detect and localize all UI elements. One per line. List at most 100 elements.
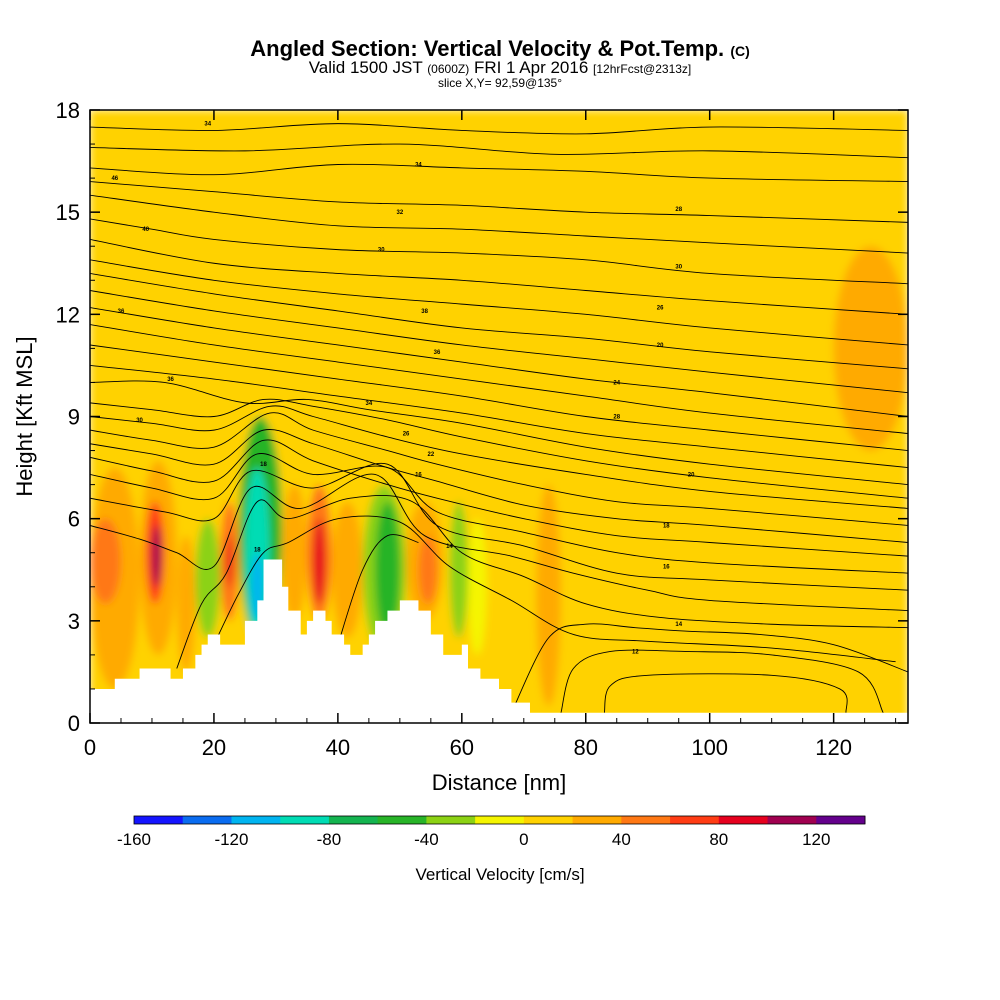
isentrope-line xyxy=(90,181,908,223)
isentrope-label: 26 xyxy=(657,306,664,312)
isentrope-label: 34 xyxy=(204,122,211,128)
potential-temperature-contours: 34 34 46 32 40 28 30 36 30 38 26 36 20 36 24 34 30 28 26 22… xyxy=(90,122,908,714)
colorbar-swatch xyxy=(280,816,330,824)
terrain xyxy=(90,559,908,723)
isentrope-line xyxy=(176,495,908,669)
isentrope-line xyxy=(90,462,908,591)
colorbar-swatch xyxy=(816,816,866,824)
isentrope-line xyxy=(90,324,908,434)
y-tick-label: 0 xyxy=(68,711,80,736)
isentrope-line xyxy=(90,473,908,612)
isentrope-label: 30 xyxy=(378,248,385,254)
y-tick-label: 9 xyxy=(68,405,80,430)
isentrope-label: 16 xyxy=(663,564,670,570)
x-tick-label: 0 xyxy=(84,735,96,760)
isentrope-line xyxy=(213,515,896,663)
colorbar-tick-label: -80 xyxy=(317,830,342,849)
isentrope-label: 18 xyxy=(254,547,261,553)
isentrope-label: 30 xyxy=(136,418,143,424)
colorbar-swatch xyxy=(475,816,525,824)
isentrope-line xyxy=(90,412,908,526)
colorbar-swatch xyxy=(328,816,379,824)
colorbar-swatch xyxy=(670,816,720,824)
isentrope-label: 20 xyxy=(688,472,695,478)
colorbar-swatch xyxy=(523,816,574,824)
y-tick-label: 12 xyxy=(56,302,80,327)
isentrope-line xyxy=(90,453,908,574)
colorbar-label: Vertical Velocity [cm/s] xyxy=(415,865,584,884)
colorbar-tick-label: -120 xyxy=(214,830,248,849)
y-tick-label: 3 xyxy=(68,609,80,634)
isentrope-line xyxy=(90,429,908,543)
isentrope-label: 28 xyxy=(613,415,620,421)
velocity-cell xyxy=(449,501,469,638)
y-tick-label: 18 xyxy=(56,98,80,123)
isentrope-line xyxy=(90,307,908,417)
isentrope-label: 20 xyxy=(657,343,664,349)
isentrope-label: 34 xyxy=(366,401,373,407)
isentrope-label: 38 xyxy=(421,309,428,315)
velocity-cell xyxy=(90,518,121,604)
y-axis-label: Height [Kft MSL] xyxy=(12,336,37,496)
isentrope-label: 36 xyxy=(167,377,174,383)
colorbar-swatch xyxy=(134,816,184,824)
isentrope-label: 12 xyxy=(632,649,639,655)
isentrope-label: 40 xyxy=(142,227,149,233)
velocity-cell xyxy=(833,246,908,451)
x-tick-label: 120 xyxy=(815,735,852,760)
isentrope-label: 32 xyxy=(397,210,404,216)
isentrope-line xyxy=(90,290,908,394)
velocity-cell xyxy=(375,501,400,638)
isentrope-line xyxy=(90,143,908,159)
colorbar-tick-label: 0 xyxy=(519,830,528,849)
velocity-cell xyxy=(226,535,233,587)
x-tick-label: 80 xyxy=(574,735,598,760)
isentrope-label: 24 xyxy=(613,380,620,386)
x-tick-label: 60 xyxy=(450,735,474,760)
isentrope-label: 28 xyxy=(675,207,682,213)
isentrope-label: 14 xyxy=(675,622,682,628)
isentrope-line xyxy=(90,163,908,182)
isentrope-line xyxy=(90,238,908,315)
isentrope-label: 18 xyxy=(260,462,267,468)
x-axis-label: Distance [nm] xyxy=(432,770,567,795)
isentrope-label: 36 xyxy=(118,309,125,315)
isentrope-line xyxy=(90,194,908,254)
colorbar-swatch xyxy=(621,816,671,824)
isentrope-label: 16 xyxy=(415,472,422,478)
colorbar-swatch xyxy=(426,816,476,824)
chart-title: Angled Section: Vertical Velocity & Pot.… xyxy=(250,36,750,61)
velocity-cell xyxy=(313,518,326,604)
colorbar-swatch xyxy=(377,816,427,824)
isentrope-label: 18 xyxy=(663,523,670,529)
isentrope-line xyxy=(90,123,908,135)
x-tick-label: 20 xyxy=(202,735,226,760)
colorbar-swatch xyxy=(182,816,232,824)
terrain-mask xyxy=(90,559,908,723)
colorbar-swatch xyxy=(572,816,622,824)
isentrope-line xyxy=(90,218,908,285)
isentrope-label: 46 xyxy=(111,176,118,182)
isentrope-line xyxy=(90,364,908,469)
vertical-velocity-field xyxy=(90,110,908,723)
x-tick-label: 100 xyxy=(691,735,728,760)
velocity-cell xyxy=(176,535,196,672)
isentrope-label: 30 xyxy=(675,265,682,271)
isentrope-label: 36 xyxy=(434,350,441,356)
velocity-cell xyxy=(195,518,221,638)
chart-subtitle: Valid 1500 JST (0600Z) FRI 1 Apr 2016 [1… xyxy=(308,58,692,77)
isentrope-line xyxy=(90,259,908,346)
colorbar-swatch xyxy=(767,816,817,824)
colorbar-swatch xyxy=(231,816,281,824)
isentrope-label: 34 xyxy=(415,162,422,168)
colorbar-swatch xyxy=(718,816,769,824)
isentrope-line xyxy=(603,673,848,713)
colorbar-tick-label: 40 xyxy=(612,830,631,849)
colorbar-frame xyxy=(133,815,866,825)
colorbar-tick-label: 120 xyxy=(802,830,830,849)
isentrope-label: 26 xyxy=(403,432,410,438)
y-tick-label: 6 xyxy=(68,507,80,532)
isentrope-line xyxy=(560,649,884,714)
colorbar: -160 -120 -80 -40 0 40 80 120 Vertical Velocity … xyxy=(117,815,866,884)
